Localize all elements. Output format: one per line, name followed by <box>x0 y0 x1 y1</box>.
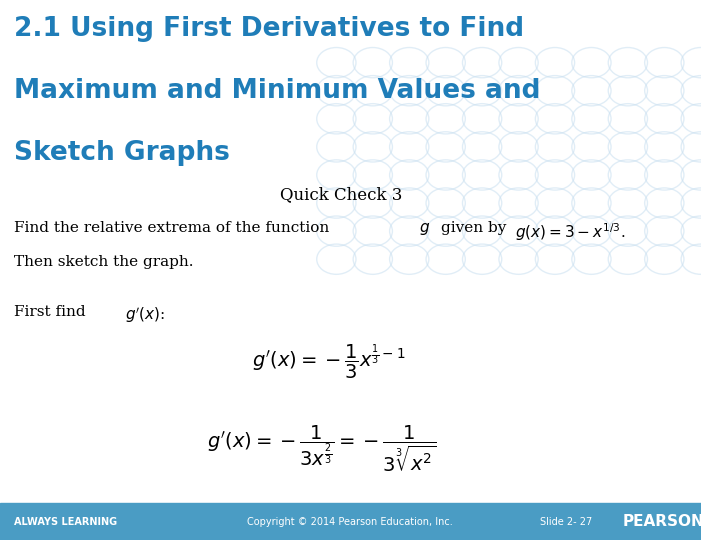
Text: $g'(x)$:: $g'(x)$: <box>125 305 165 325</box>
Text: $g'(x)=-\dfrac{1}{3x^{\frac{2}{3}}}=-\dfrac{1}{3\sqrt[3]{x^2}}$: $g'(x)=-\dfrac{1}{3x^{\frac{2}{3}}}=-\df… <box>207 424 436 474</box>
Text: $g$: $g$ <box>419 221 430 238</box>
Text: given by: given by <box>441 221 507 235</box>
Text: Slide 2- 27: Slide 2- 27 <box>539 517 592 526</box>
Bar <box>0 503 701 540</box>
Text: Maximum and Minimum Values and: Maximum and Minimum Values and <box>14 78 541 104</box>
Text: 2.1 Using First Derivatives to Find: 2.1 Using First Derivatives to Find <box>14 16 524 42</box>
Text: ALWAYS LEARNING: ALWAYS LEARNING <box>14 517 117 526</box>
Text: Copyright © 2014 Pearson Education, Inc.: Copyright © 2014 Pearson Education, Inc. <box>248 517 454 526</box>
Text: $g'(x)=-\dfrac{1}{3}x^{\frac{1}{3}-1}$: $g'(x)=-\dfrac{1}{3}x^{\frac{1}{3}-1}$ <box>252 343 405 381</box>
Text: Then sketch the graph.: Then sketch the graph. <box>14 255 194 269</box>
Text: Sketch Graphs: Sketch Graphs <box>14 140 230 166</box>
Text: PEARSON: PEARSON <box>622 514 704 529</box>
Text: First find: First find <box>14 305 86 319</box>
Text: Find the relative extrema of the function: Find the relative extrema of the functio… <box>14 221 329 235</box>
Text: Quick Check 3: Quick Check 3 <box>280 186 402 203</box>
Text: $g(x)=3-x^{1/3}$.: $g(x)=3-x^{1/3}$. <box>515 221 626 243</box>
